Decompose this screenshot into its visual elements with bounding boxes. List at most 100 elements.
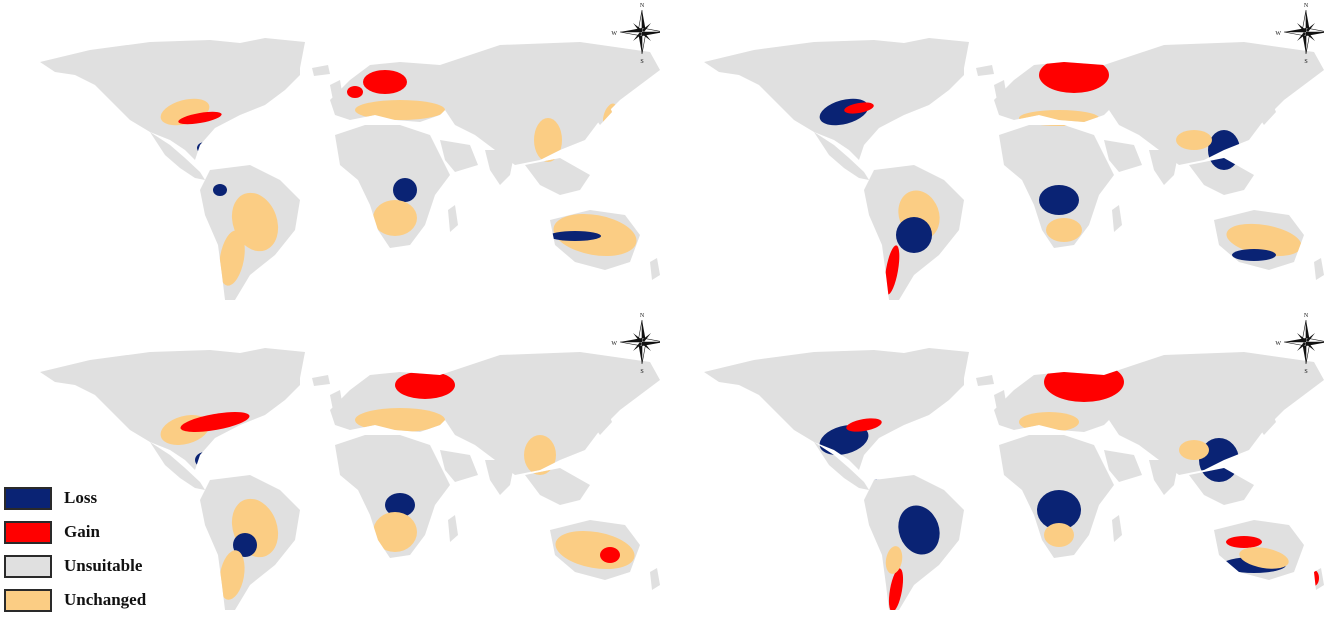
north-arrow-compass-icon: NSEW	[1275, 313, 1324, 375]
zone-unchanged	[355, 408, 445, 432]
land-asia	[1104, 42, 1324, 165]
zone-loss	[393, 178, 417, 202]
zone-loss	[1037, 490, 1081, 530]
zone-unchanged	[1044, 523, 1074, 547]
zone-unchanged	[67, 96, 103, 128]
land-north-america	[704, 350, 964, 470]
zone-gain	[600, 547, 620, 563]
land-central-america	[150, 132, 205, 180]
zone-loss	[1199, 438, 1239, 482]
zone-gain	[734, 91, 764, 119]
zone-loss	[233, 533, 257, 557]
land-southeast-asia	[1189, 468, 1254, 505]
land-iceland	[976, 375, 994, 386]
zone-gain	[178, 111, 222, 125]
legend-item-gain: Gain	[4, 517, 194, 547]
zone-loss	[756, 432, 792, 458]
map-panel-top-left: NSEW	[0, 0, 660, 309]
zone-unchanged	[524, 435, 556, 475]
land-arabia	[440, 140, 478, 172]
land-central-america	[814, 132, 869, 180]
zone-unchanged	[534, 118, 562, 162]
land-central-america	[814, 442, 869, 490]
zone-gain	[884, 245, 900, 295]
zone-unchanged	[67, 406, 103, 438]
world-map: NSEW	[40, 3, 660, 300]
zone-unchanged	[1226, 223, 1302, 257]
land-arabia	[1104, 140, 1142, 172]
zone-loss	[819, 425, 869, 455]
land-asia	[1104, 352, 1324, 475]
zone-loss	[213, 184, 227, 196]
map-panel-bottom-right: NSEW	[664, 310, 1324, 619]
zone-gain	[1039, 57, 1109, 93]
zone-unchanged	[373, 200, 417, 236]
zone-loss	[1039, 185, 1079, 215]
zone-loss	[1232, 249, 1276, 261]
land-india	[485, 150, 515, 185]
zone-unchanged	[355, 100, 445, 120]
land-madagascar	[448, 205, 458, 232]
world-map: NSEW	[40, 313, 660, 610]
compass-label-s: S	[640, 369, 643, 375]
compass-label-w: W	[611, 341, 617, 347]
land-asia	[440, 352, 660, 475]
land-greenland	[230, 348, 305, 392]
zone-loss	[862, 460, 886, 480]
land-new-zealand	[1314, 258, 1324, 280]
land-arabia	[1104, 450, 1142, 482]
zone-loss	[1208, 130, 1240, 170]
compass-label-n: N	[640, 313, 645, 319]
land-greenland	[894, 38, 969, 82]
land-southeast-asia	[525, 158, 590, 195]
zone-unchanged	[1019, 412, 1079, 432]
zone-loss	[549, 231, 601, 241]
zone-gain	[888, 568, 904, 610]
zone-loss	[898, 505, 940, 555]
land-arabia	[440, 450, 478, 482]
land-north-america	[40, 40, 300, 160]
land-africa	[335, 125, 450, 248]
land-asia	[440, 42, 660, 165]
map-panel-top-right: NSEW	[664, 0, 1324, 309]
map-legend: Loss Gain Unsuitable Unchanged	[4, 483, 194, 619]
land-iceland	[312, 375, 330, 386]
zone-unchanged	[219, 230, 245, 286]
compass-label-s: S	[640, 59, 643, 65]
zone-loss	[866, 142, 882, 158]
north-arrow-compass-icon: NSEW	[1275, 3, 1324, 65]
land-new-zealand	[650, 258, 660, 280]
compass-label-s: S	[1304, 369, 1307, 375]
north-arrow-compass-icon: NSEW	[611, 313, 660, 375]
land-india	[485, 460, 515, 495]
land-japan	[1257, 95, 1276, 125]
zone-unchanged	[1046, 218, 1082, 242]
legend-swatch-unchanged	[4, 588, 52, 612]
zone-loss	[385, 493, 415, 517]
zone-unchanged	[749, 117, 769, 133]
land-southeast-asia	[1189, 158, 1254, 195]
legend-label-gain: Gain	[64, 522, 100, 541]
land-masses	[704, 38, 1324, 300]
compass-label-n: N	[640, 3, 645, 9]
compass-label-s: S	[1304, 59, 1307, 65]
land-new-zealand	[650, 568, 660, 590]
zone-gain	[347, 86, 363, 98]
legend-item-unchanged: Unchanged	[4, 585, 194, 615]
zone-unchanged	[885, 546, 903, 574]
land-japan	[1257, 405, 1276, 435]
world-map: NSEW	[704, 3, 1324, 300]
land-madagascar	[1112, 515, 1122, 542]
land-north-america	[40, 350, 300, 470]
legend-swatch-loss	[4, 486, 52, 510]
zone-gain	[1044, 362, 1124, 402]
legend-label-unchanged: Unchanged	[64, 590, 147, 609]
land-masses	[40, 38, 660, 300]
zone-unchanged	[1019, 110, 1099, 126]
zone-gain	[180, 412, 250, 432]
legend-label-loss: Loss	[64, 488, 98, 507]
land-greenland	[894, 348, 969, 392]
zone-gain	[846, 418, 882, 432]
land-india	[1149, 460, 1179, 495]
land-uk	[330, 80, 343, 100]
